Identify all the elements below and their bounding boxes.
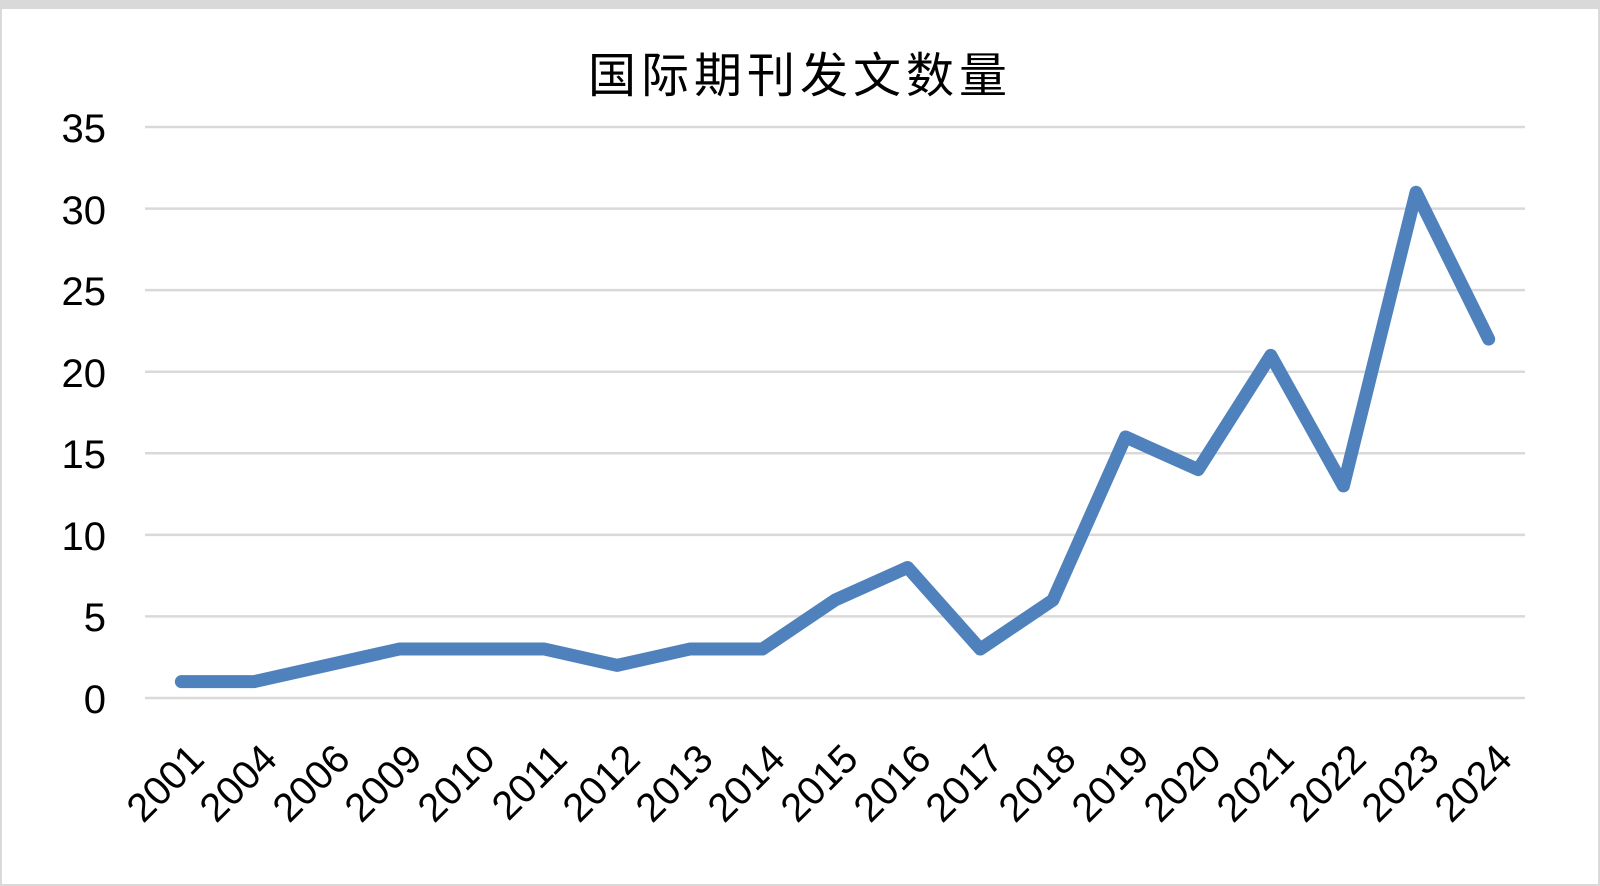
y-axis-tick-label: 10 [61,514,107,559]
y-axis-tick-label: 25 [61,270,107,315]
data-series-line [174,185,1496,689]
y-axis-tick-label: 20 [61,351,107,396]
y-axis-tick-label: 5 [83,596,106,641]
y-axis-tick-label: 30 [61,188,107,233]
y-axis-tick-label: 35 [61,107,107,151]
chart-title: 国际期刊发文数量 [587,48,1012,104]
y-axis-tick-label: 15 [61,433,107,478]
top-border-strip [2,2,1598,9]
y-axis-tick-label: 0 [83,678,106,722]
